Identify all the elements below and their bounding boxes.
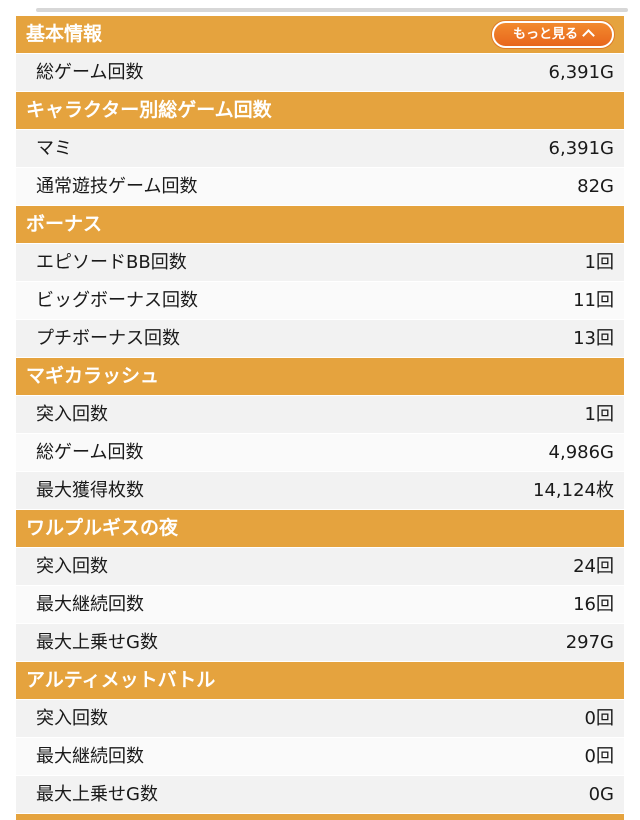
- section-header: ボーナス: [16, 206, 624, 244]
- top-divider: [36, 8, 628, 12]
- stat-row: エピソードBB回数 1回: [16, 244, 624, 282]
- stat-label: 最大上乗せG数: [36, 632, 158, 653]
- stat-label: 突入回数: [36, 556, 108, 577]
- stat-row: 最大継続回数 16回: [16, 586, 624, 624]
- section-header: マギカラッシュ: [16, 358, 624, 396]
- stat-value: 4,986G: [548, 442, 614, 463]
- stat-value: 0回: [584, 708, 614, 729]
- stat-value: 0回: [584, 746, 614, 767]
- stat-label: 通常遊技ゲーム回数: [36, 176, 198, 197]
- section-header: キャラクター別総ゲーム回数: [16, 92, 624, 130]
- data-panel: 基本情報 もっと見る総ゲーム回数 6,391G キャラクター別総ゲーム回数マミ 6,39…: [16, 16, 624, 820]
- stat-row: 最大上乗せG数 0G: [16, 776, 624, 814]
- section-header: ワルプルギスの夜: [16, 510, 624, 548]
- stat-label: 最大継続回数: [36, 594, 144, 615]
- more-button-label: もっと見る: [512, 27, 578, 42]
- stat-row: 突入回数 1回: [16, 396, 624, 434]
- stat-row: 総ゲーム回数 6,391G: [16, 54, 624, 92]
- stat-value: 16回: [573, 594, 614, 615]
- stat-value: 1回: [584, 252, 614, 273]
- stat-value: 11回: [573, 290, 614, 311]
- stat-value: 297G: [565, 632, 614, 653]
- stat-row: 最大獲得枚数 14,124枚: [16, 472, 624, 510]
- section-title: マギカラッシュ: [26, 365, 160, 387]
- stat-value: 0G: [588, 784, 614, 805]
- section-title: ボーナス: [26, 213, 103, 235]
- section-header: 基本情報 もっと見る: [16, 16, 624, 54]
- stat-label: 最大上乗せG数: [36, 784, 158, 805]
- next-section-header-edge: [16, 814, 624, 820]
- more-button[interactable]: もっと見る: [492, 21, 614, 48]
- section-header: アルティメットバトル: [16, 662, 624, 700]
- stat-value: 13回: [573, 328, 614, 349]
- stat-label: 突入回数: [36, 708, 108, 729]
- stat-value: 24回: [573, 556, 614, 577]
- stat-row: 突入回数 24回: [16, 548, 624, 586]
- section-title: キャラクター別総ゲーム回数: [26, 99, 272, 121]
- stat-label: ビッグボーナス回数: [36, 290, 198, 311]
- stat-label: 総ゲーム回数: [36, 442, 144, 463]
- stat-row: 通常遊技ゲーム回数 82G: [16, 168, 624, 206]
- section-title: アルティメットバトル: [26, 669, 216, 691]
- stat-row: 突入回数 0回: [16, 700, 624, 738]
- stat-label: エピソードBB回数: [36, 252, 187, 273]
- stat-value: 14,124枚: [533, 480, 614, 501]
- chevron-up-icon: [582, 29, 595, 42]
- stat-value: 6,391G: [548, 62, 614, 83]
- stat-label: 総ゲーム回数: [36, 62, 144, 83]
- stat-row: 最大上乗せG数 297G: [16, 624, 624, 662]
- stat-label: 突入回数: [36, 404, 108, 425]
- stat-row: ビッグボーナス回数 11回: [16, 282, 624, 320]
- stat-label: 最大獲得枚数: [36, 480, 144, 501]
- stat-row: プチボーナス回数 13回: [16, 320, 624, 358]
- stat-label: 最大継続回数: [36, 746, 144, 767]
- stat-row: 最大継続回数 0回: [16, 738, 624, 776]
- stat-value: 1回: [584, 404, 614, 425]
- section-title: ワルプルギスの夜: [26, 517, 179, 539]
- section-title: 基本情報: [26, 23, 103, 45]
- stat-value: 6,391G: [548, 138, 614, 159]
- stat-row: 総ゲーム回数 4,986G: [16, 434, 624, 472]
- stat-label: マミ: [36, 138, 72, 159]
- stat-value: 82G: [577, 176, 614, 197]
- stat-label: プチボーナス回数: [36, 328, 180, 349]
- stat-row: マミ 6,391G: [16, 130, 624, 168]
